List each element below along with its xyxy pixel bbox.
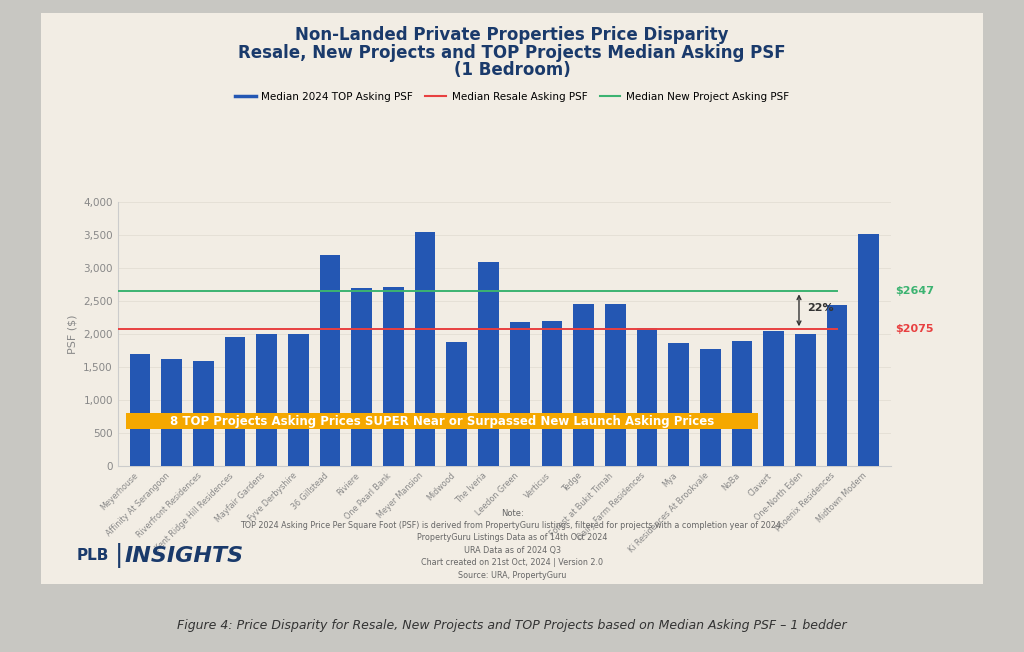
Text: URA Data as of 2024 Q3: URA Data as of 2024 Q3 (464, 546, 560, 555)
Bar (383, 287, 403, 466)
Bar (130, 354, 151, 466)
Bar (700, 349, 721, 466)
Bar (256, 334, 276, 466)
Text: PLB: PLB (77, 548, 110, 563)
Y-axis label: PSF ($): PSF ($) (68, 314, 78, 354)
Text: Source: URA, PropertyGuru: Source: URA, PropertyGuru (458, 570, 566, 580)
Bar (669, 343, 689, 466)
Bar (351, 288, 372, 466)
Bar (605, 304, 626, 466)
Text: Non-Landed Private Properties Price Disparity: Non-Landed Private Properties Price Disp… (295, 26, 729, 44)
Bar (795, 334, 816, 466)
Bar (193, 361, 214, 466)
Bar (573, 304, 594, 466)
FancyBboxPatch shape (126, 413, 758, 429)
Bar (826, 305, 847, 466)
Bar (510, 322, 530, 466)
Legend: Median 2024 TOP Asking PSF, Median Resale Asking PSF, Median New Project Asking : Median 2024 TOP Asking PSF, Median Resal… (231, 87, 793, 106)
Bar (319, 255, 340, 466)
Bar (542, 321, 562, 466)
Text: 8 TOP Projects Asking Prices SUPER Near or Surpassed New Launch Asking Prices: 8 TOP Projects Asking Prices SUPER Near … (170, 415, 714, 428)
Text: Note:: Note: (501, 509, 523, 518)
Text: PropertyGuru Listings Data as of 14th Oct 2024: PropertyGuru Listings Data as of 14th Oc… (417, 533, 607, 542)
Text: (1 Bedroom): (1 Bedroom) (454, 61, 570, 80)
Bar (224, 338, 246, 466)
Text: TOP 2024 Asking Price Per Square Foot (PSF) is derived from PropertyGuru listing: TOP 2024 Asking Price Per Square Foot (P… (241, 521, 783, 530)
Bar (637, 327, 657, 466)
Text: $2647: $2647 (895, 286, 934, 297)
Bar (288, 334, 308, 466)
Bar (446, 342, 467, 466)
Bar (763, 331, 784, 466)
Text: 22%: 22% (807, 303, 834, 314)
Text: |: | (115, 543, 123, 568)
Bar (732, 341, 753, 466)
Text: Chart created on 21st Oct, 2024 | Version 2.0: Chart created on 21st Oct, 2024 | Versio… (421, 558, 603, 567)
Bar (858, 234, 879, 466)
Text: Figure 4: Price Disparity for Resale, New Projects and TOP Projects based on Med: Figure 4: Price Disparity for Resale, Ne… (177, 619, 847, 632)
Text: Resale, New Projects and TOP Projects Median Asking PSF: Resale, New Projects and TOP Projects Me… (239, 44, 785, 62)
Bar (415, 232, 435, 466)
Bar (162, 359, 182, 466)
Bar (478, 261, 499, 466)
Text: INSIGHTS: INSIGHTS (125, 546, 244, 565)
Text: $2075: $2075 (895, 324, 933, 334)
